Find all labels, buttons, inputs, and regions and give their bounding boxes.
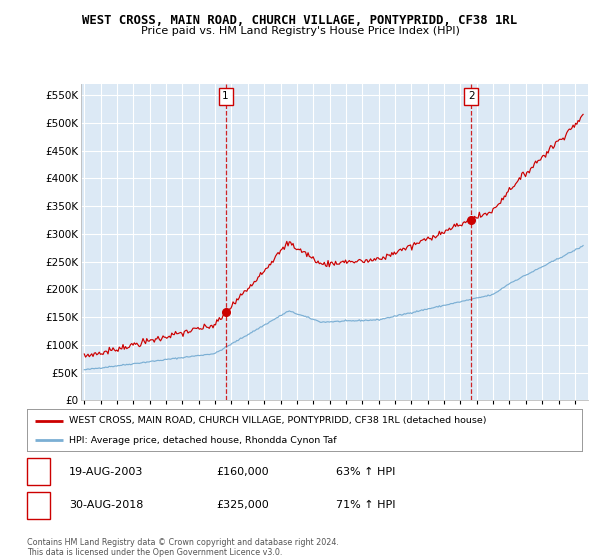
Text: 2: 2 [468,91,475,101]
Text: £160,000: £160,000 [216,466,269,477]
Text: £325,000: £325,000 [216,500,269,510]
Text: WEST CROSS, MAIN ROAD, CHURCH VILLAGE, PONTYPRIDD, CF38 1RL: WEST CROSS, MAIN ROAD, CHURCH VILLAGE, P… [82,14,518,27]
Text: Price paid vs. HM Land Registry's House Price Index (HPI): Price paid vs. HM Land Registry's House … [140,26,460,36]
Text: 71% ↑ HPI: 71% ↑ HPI [336,500,395,510]
Text: Contains HM Land Registry data © Crown copyright and database right 2024.
This d: Contains HM Land Registry data © Crown c… [27,538,339,557]
Text: 1: 1 [222,91,229,101]
Text: HPI: Average price, detached house, Rhondda Cynon Taf: HPI: Average price, detached house, Rhon… [68,436,336,445]
Text: 63% ↑ HPI: 63% ↑ HPI [336,466,395,477]
Text: 19-AUG-2003: 19-AUG-2003 [69,466,143,477]
Text: WEST CROSS, MAIN ROAD, CHURCH VILLAGE, PONTYPRIDD, CF38 1RL (detached house): WEST CROSS, MAIN ROAD, CHURCH VILLAGE, P… [68,416,486,425]
Text: 1: 1 [35,466,42,477]
Text: 30-AUG-2018: 30-AUG-2018 [69,500,143,510]
Text: 2: 2 [35,500,42,510]
